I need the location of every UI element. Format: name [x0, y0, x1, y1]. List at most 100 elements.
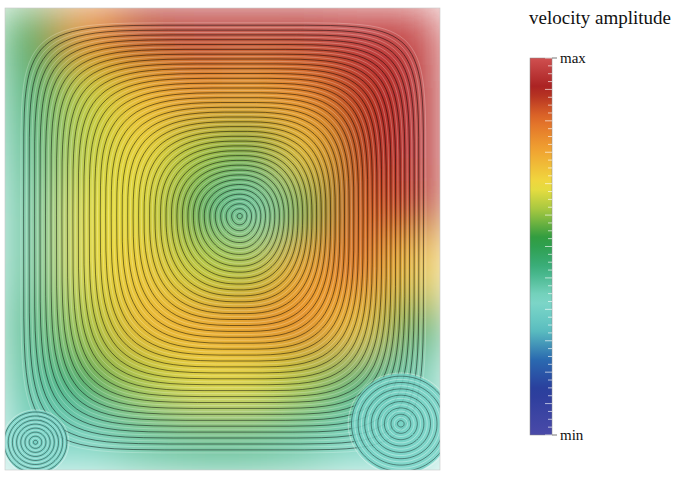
- streamline: [106, 98, 354, 361]
- streamlines: [5, 23, 440, 470]
- streamline: [196, 177, 277, 263]
- streamline: [111, 103, 349, 356]
- streamline: [174, 158, 296, 287]
- streamline: [70, 66, 384, 399]
- streamline: [119, 110, 342, 347]
- colorbar-minor-tick: [545, 435, 552, 436]
- colorbar-minor-tick: [548, 348, 552, 349]
- streamline: [234, 211, 244, 222]
- streamline: [150, 136, 317, 313]
- streamline: [23, 430, 48, 454]
- field-cell: [5, 354, 60, 413]
- colorbar-tick: [552, 58, 557, 59]
- streamline: [199, 180, 275, 261]
- figure: min max velocity amplitude: [0, 0, 685, 477]
- streamline: [226, 204, 251, 231]
- streamline: [221, 199, 257, 237]
- streamline: [147, 134, 319, 317]
- eddy-ground: [5, 410, 67, 470]
- streamline: [84, 78, 373, 384]
- colorbar-minor-tick: [548, 356, 552, 357]
- streamline: [193, 175, 279, 266]
- colorbar-minor-tick: [548, 293, 552, 294]
- streamline: [109, 100, 352, 358]
- field-cell: [222, 181, 277, 240]
- colorbar-minor-tick: [548, 238, 552, 239]
- colorbar-minor-tick: [548, 380, 552, 381]
- colorbar-minor-tick: [545, 152, 552, 153]
- streamline: [48, 47, 402, 423]
- streamline: [40, 40, 410, 432]
- streamline: [73, 69, 382, 397]
- streamline: [155, 141, 312, 308]
- colorbar-tick-label: min: [560, 427, 584, 443]
- field-cell: [113, 354, 168, 413]
- colorbar-tick-label: max: [560, 50, 586, 66]
- streamline: [17, 424, 55, 460]
- colorbar-minor-tick: [545, 277, 552, 278]
- streamline: [62, 59, 391, 408]
- colorbar-minor-tick: [548, 191, 552, 192]
- streamline: [361, 386, 440, 462]
- colorbar: [530, 58, 552, 435]
- streamline: [21, 23, 426, 453]
- streamline: [29, 436, 42, 448]
- colorbar-minor-tick: [548, 73, 552, 74]
- colorbar-minor-tick: [548, 387, 552, 388]
- colorbar-minor-tick: [548, 301, 552, 302]
- colorbar-minor-tick: [545, 89, 552, 90]
- streamline: [384, 408, 417, 440]
- colorbar-minor-tick: [548, 262, 552, 263]
- streamline: [202, 182, 273, 257]
- streamline: [358, 383, 440, 466]
- streamline: [394, 418, 407, 431]
- streamline: [188, 170, 284, 272]
- streamline: [180, 163, 291, 281]
- streamline: [207, 187, 268, 252]
- streamline: [37, 37, 412, 435]
- streamline: [368, 392, 434, 455]
- streamline: [46, 45, 405, 427]
- colorbar-minor-tick: [548, 81, 552, 82]
- field-cell: [59, 354, 114, 413]
- colorbar-minor-tick: [545, 120, 552, 121]
- streamline: [166, 151, 303, 296]
- streamline: [19, 426, 53, 458]
- streamline: [122, 112, 340, 343]
- field-cell: [5, 181, 60, 240]
- field-cell: [168, 354, 223, 413]
- streamline: [114, 105, 347, 352]
- streamline: [169, 153, 301, 293]
- streamline: [141, 129, 323, 323]
- streamline: [391, 414, 411, 433]
- field-cell: [276, 123, 331, 182]
- colorbar-minor-tick: [548, 364, 552, 365]
- colorbar-minor-tick: [548, 222, 552, 223]
- field-cell: [5, 8, 60, 66]
- streamline: [78, 74, 377, 391]
- streamline: [65, 61, 389, 405]
- streamline: [232, 209, 247, 225]
- streamline: [144, 131, 321, 319]
- colorbar-minor-tick: [548, 199, 552, 200]
- streamline: [10, 418, 60, 467]
- streamline: [215, 194, 260, 242]
- streamline: [371, 395, 430, 452]
- streamline: [133, 122, 331, 332]
- streamline: [218, 197, 259, 240]
- streamline: [378, 402, 424, 446]
- streamline: [81, 76, 375, 388]
- streamline: [59, 57, 393, 412]
- streamline: [381, 405, 421, 443]
- streamline: [103, 95, 356, 364]
- streamline: [15, 422, 57, 462]
- field-cell: [5, 239, 60, 298]
- colorbar-title: velocity amplitude: [529, 7, 671, 28]
- streamline: [21, 428, 50, 456]
- streamline: [5, 412, 67, 470]
- streamline: [67, 64, 386, 403]
- colorbar-minor-tick: [545, 246, 552, 247]
- colorbar-minor-tick: [548, 285, 552, 286]
- streamline: [352, 376, 441, 470]
- streamline: [237, 214, 242, 219]
